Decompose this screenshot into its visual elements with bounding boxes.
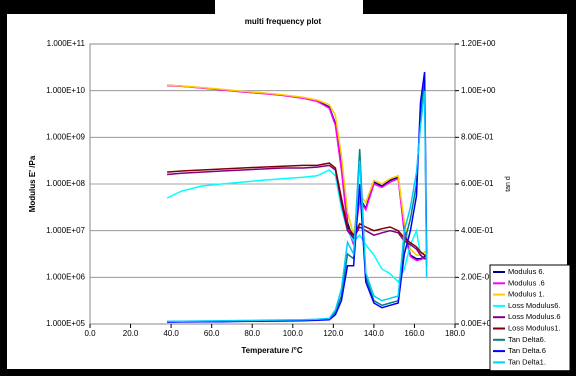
series-line (167, 71, 428, 323)
y-tick-label: 1.000E+08 (46, 179, 85, 188)
legend-label: Tan Delta.6 (508, 346, 546, 355)
y2-tick-label: 2.00E-01 (461, 272, 494, 281)
series-line (167, 162, 428, 258)
series-line (166, 169, 427, 284)
legend-label: Modulus 1. (508, 290, 545, 299)
y2-tick-label: 4.00E-01 (461, 226, 494, 235)
y2-tick-label: 1.00E+00 (461, 86, 496, 95)
x-tick-label: 60.0 (204, 329, 220, 338)
canvas (7, 14, 567, 369)
legend-label: Modulus 6. (508, 267, 545, 276)
legend-label: Tan Delta1. (508, 357, 546, 366)
chart-title: multi frequency plot (245, 17, 322, 26)
y-axis-label: Modulus E' /Pa (28, 155, 37, 212)
legend-label: Loss Modulus6. (508, 301, 561, 310)
legend-label: Tan Delta6. (508, 335, 546, 344)
canvas-notch (215, 0, 363, 14)
x-tick-label: 40.0 (163, 329, 179, 338)
y-tick-label: 1.000E+10 (46, 86, 85, 95)
y2-tick-label: 8.00E-01 (461, 132, 494, 141)
y-tick-label: 1.000E+06 (46, 272, 85, 281)
y2-tick-label: 6.00E-01 (461, 179, 494, 188)
x-tick-label: 0.0 (84, 329, 96, 338)
legend-label: Loss Modulus1. (508, 323, 561, 332)
x-tick-label: 80.0 (244, 329, 260, 338)
x-tick-label: 160.0 (404, 329, 425, 338)
x-tick-label: 180.0 (445, 329, 466, 338)
x-tick-label: 140.0 (364, 329, 385, 338)
x-tick-label: 100.0 (283, 329, 304, 338)
y-tick-label: 1.000E+09 (46, 132, 85, 141)
y2-axis-label: tan d (505, 176, 512, 192)
legend-label: Modulus .6 (508, 278, 545, 287)
y2-tick-label: 0.00E+00 (461, 319, 496, 328)
series-line (167, 90, 428, 322)
x-tick-label: 120.0 (323, 329, 344, 338)
y-tick-label: 1.000E+07 (46, 226, 85, 235)
legend-label: Loss Modulus.6 (508, 312, 561, 321)
y-tick-label: 1.000E+05 (46, 319, 85, 328)
series-line (167, 164, 427, 260)
x-tick-label: 20.0 (123, 329, 139, 338)
x-axis-label: Temperature /°C (241, 346, 303, 355)
y2-tick-label: 1.20E+00 (461, 39, 496, 48)
y-tick-label: 1.000E+11 (47, 39, 86, 48)
